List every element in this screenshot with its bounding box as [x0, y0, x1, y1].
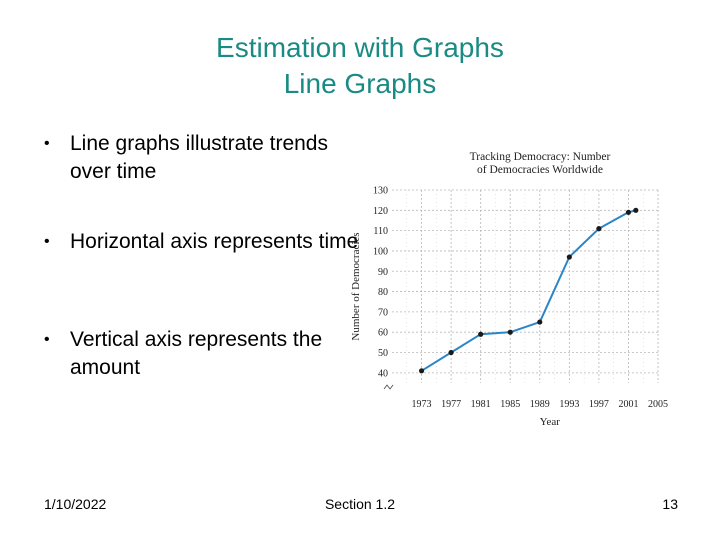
footer-page-number: 13	[662, 496, 678, 512]
slide-title: Estimation with Graphs Line Graphs	[0, 30, 720, 102]
y-axis-label: Number of Democracies	[350, 232, 362, 340]
line-chart: Tracking Democracy: Number of Democracies…	[340, 140, 680, 440]
data-point	[537, 319, 543, 325]
y-tick-label: 90	[378, 267, 388, 278]
y-tick-label: 120	[373, 206, 388, 217]
chart-title-line: Tracking Democracy: Number	[470, 151, 611, 163]
bullet-item: • Vertical axis represents the amount	[44, 326, 364, 382]
y-tick-label: 50	[378, 348, 388, 359]
x-tick-label: 1989	[530, 399, 550, 410]
x-tick-label: 1977	[441, 399, 461, 410]
data-point	[596, 226, 602, 232]
bullet-text: Horizontal axis represents time	[70, 230, 359, 253]
x-tick-label: 2005	[648, 399, 668, 410]
slide-title-line-2: Line Graphs	[283, 68, 437, 99]
y-tick-label: 40	[378, 368, 388, 379]
x-tick-label: 1985	[500, 399, 520, 410]
bullet-dot-icon: •	[44, 331, 50, 348]
x-tick-label: 1993	[559, 399, 579, 410]
y-tick-label: 130	[373, 186, 388, 197]
data-point	[625, 209, 632, 215]
y-tick-label: 100	[373, 246, 388, 257]
footer-section: Section 1.2	[324, 496, 396, 512]
slide-title-line-1: Estimation with Graphs	[216, 32, 504, 63]
bullet-text: Vertical axis represents the amount	[70, 328, 323, 379]
chart-title-line: of Democracies Worldwide	[477, 164, 603, 176]
data-point	[478, 331, 484, 337]
footer-date: 1/10/2022	[44, 496, 107, 512]
bullet-item: • Horizontal axis represents time	[44, 228, 364, 256]
bullet-text: Line graphs illustrate trends over time	[70, 132, 328, 183]
y-tick-label: 80	[378, 287, 388, 298]
bullet-dot-icon: •	[44, 233, 50, 250]
data-point	[507, 329, 513, 335]
bullet-item: • Line graphs illustrate trends over tim…	[44, 130, 364, 186]
x-axis-label: Year	[540, 416, 561, 428]
data-point	[418, 368, 425, 374]
data-point	[633, 207, 639, 213]
x-tick-label: 1997	[589, 399, 609, 410]
bullet-dot-icon: •	[44, 135, 50, 152]
y-tick-label: 70	[378, 307, 388, 318]
x-tick-label: 1973	[412, 399, 432, 410]
axis-break-icon	[383, 384, 394, 390]
data-point	[448, 349, 454, 356]
series-line	[421, 209, 637, 372]
y-tick-label: 60	[378, 328, 388, 339]
data-point	[566, 254, 572, 260]
y-tick-label: 110	[373, 226, 388, 237]
x-tick-label: 1981	[471, 399, 491, 410]
x-tick-label: 2001	[618, 399, 638, 410]
